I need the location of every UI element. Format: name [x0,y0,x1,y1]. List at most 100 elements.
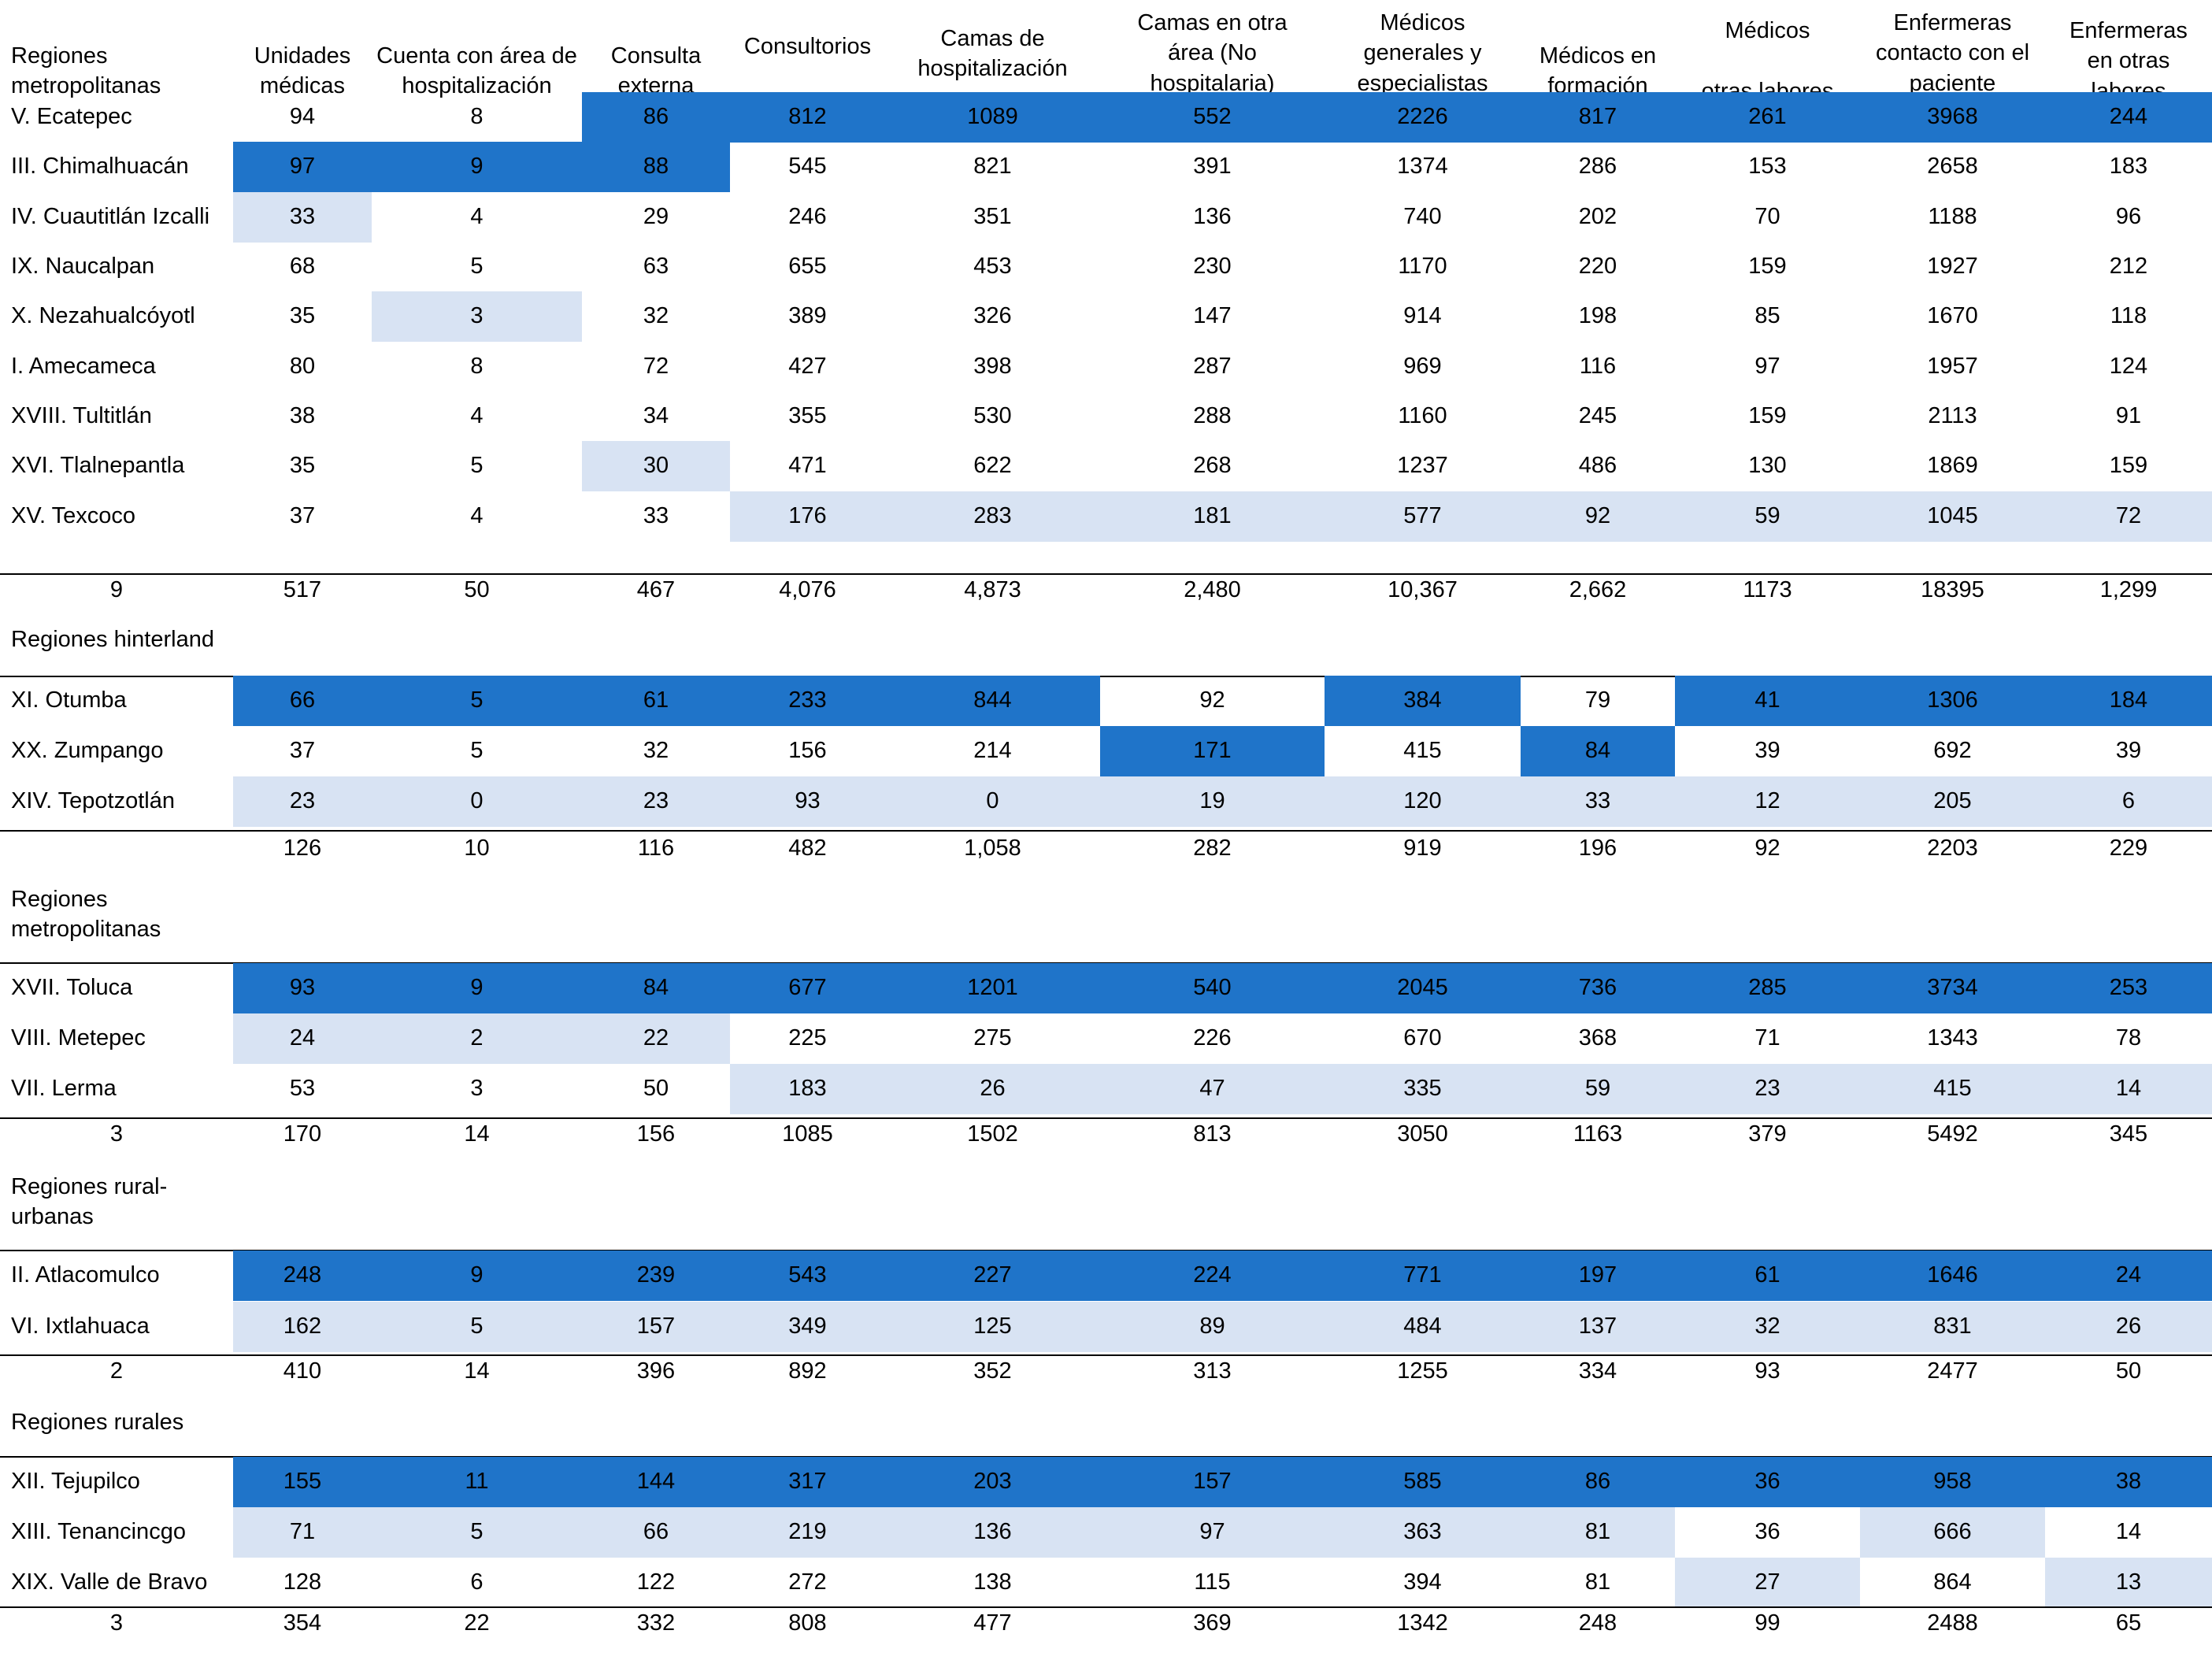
data-cell-medicos-otras-labores: 261 [1675,92,1860,143]
region-name-cell: XVII. Toluca [11,975,133,1001]
data-cell-consulta-externa: 29 [643,204,669,230]
data-cell-camas-hospitalizacion: 530 [973,403,1012,429]
subtotal-cell-camas-hospitalizacion: 1502 [967,1121,1018,1147]
subtotal-cell-medicos-generales: 3050 [1397,1121,1448,1147]
data-cell-area-hospitalizacion: 6 [470,1569,484,1595]
data-cell-camas-otra-area: 147 [1193,303,1232,329]
data-cell-camas-otra-area: 552 [1100,92,1325,143]
data-cell-consulta-externa: 66 [582,1507,730,1558]
data-cell-medicos-formacion: 79 [1584,687,1611,713]
data-cell-medicos-formacion: 84 [1521,726,1675,776]
data-cell-consultorios: 677 [730,963,885,1013]
data-cell-enfermeras-contacto: 1646 [1860,1251,2045,1301]
data-cell-consulta-externa: 22 [582,1013,730,1064]
data-cell-area-hospitalizacion: 9 [372,142,582,192]
data-cell-enfermeras-otras-labores: 159 [2109,453,2148,479]
section-top-rule [0,676,2212,677]
data-cell-consulta-externa: 61 [582,676,730,726]
data-cell-medicos-formacion: 368 [1578,1025,1617,1051]
data-cell-camas-hospitalizacion: 275 [973,1025,1012,1051]
subtotal-cell-camas-hospitalizacion: 477 [973,1610,1012,1636]
data-cell-camas-otra-area: 89 [1100,1302,1325,1352]
data-cell-medicos-formacion: 81 [1584,1569,1611,1595]
data-cell-camas-otra-area: 287 [1193,354,1232,380]
subtotal-cell-enfermeras-otras-labores: 65 [2115,1610,2142,1636]
subtotal-cell-medicos-formacion: 2,662 [1569,577,1627,603]
data-cell-medicos-formacion: 137 [1521,1302,1675,1352]
subtotal-cell-enfermeras-contacto: 18395 [1921,577,1984,603]
data-cell-enfermeras-otras-labores: 14 [2115,1519,2142,1545]
data-cell-consultorios: 349 [730,1302,885,1352]
subtotal-cell-medicos-generales: 10,367 [1388,577,1458,603]
data-cell-unidades-medicas: 66 [233,676,372,726]
data-cell-medicos-generales: 670 [1403,1025,1442,1051]
data-cell-camas-hospitalizacion: 227 [885,1251,1100,1301]
data-cell-camas-hospitalizacion: 203 [885,1457,1100,1507]
data-cell-enfermeras-contacto: 2658 [1927,154,1978,180]
data-cell-unidades-medicas: 97 [233,142,372,192]
column-header-label: Camas de hospitalización [917,26,1068,82]
data-cell-enfermeras-contacto: 1306 [1860,676,2045,726]
subtotal-count-cell: 9 [109,577,124,603]
column-header-region: Regiones metropolitanas [0,41,233,102]
region-name-cell: IX. Naucalpan [11,254,155,280]
data-cell-unidades-medicas: 68 [289,254,316,280]
data-cell-camas-otra-area: 171 [1100,726,1325,776]
data-cell-enfermeras-contacto: 1045 [1860,491,2045,542]
data-cell-consultorios: 317 [730,1457,885,1507]
region-name-cell: XI. Otumba [11,687,127,713]
column-header-label: Consultorios [743,34,872,59]
data-cell-consultorios: 176 [730,491,885,542]
data-cell-medicos-otras-labores: 23 [1675,1064,1860,1114]
column-header-label: Enfermeras en otras labores [2069,18,2188,104]
data-cell-camas-otra-area: 115 [1194,1569,1231,1595]
subtotal-cell-consultorios: 892 [788,1358,827,1384]
data-cell-camas-hospitalizacion: 351 [973,204,1012,230]
subtotal-cell-enfermeras-contacto: 2488 [1927,1610,1978,1636]
column-header-label: Unidades médicas [254,43,351,99]
data-cell-unidades-medicas: 38 [289,403,316,429]
data-cell-consulta-externa: 122 [636,1569,676,1595]
column-header-label: Cuenta con área de hospitalización [376,43,577,99]
subtotal-cell-medicos-generales: 1255 [1397,1358,1448,1384]
data-cell-camas-otra-area: 230 [1193,254,1232,280]
data-cell-consultorios: 389 [788,303,827,329]
subtotal-cell-consultorios: 482 [788,836,827,861]
subtotal-cell-enfermeras-otras-labores: 50 [2115,1358,2142,1384]
data-cell-unidades-medicas: 23 [233,776,372,827]
data-cell-medicos-generales: 363 [1325,1507,1521,1558]
data-cell-medicos-formacion: 817 [1521,92,1675,143]
data-cell-camas-hospitalizacion: 136 [885,1507,1100,1558]
region-name-cell: VI. Ixtlahuaca [11,1314,150,1339]
data-cell-medicos-generales: 384 [1325,676,1521,726]
data-cell-medicos-generales: 914 [1403,303,1442,329]
data-cell-camas-hospitalizacion: 1089 [885,92,1100,143]
data-cell-consultorios: 272 [788,1569,827,1595]
column-header-enfermeras-otras-labores: Enfermeras en otras labores [2045,16,2212,106]
data-cell-medicos-generales: 969 [1403,354,1442,380]
data-cell-unidades-medicas: 248 [233,1251,372,1301]
data-cell-unidades-medicas: 35 [289,453,316,479]
data-cell-medicos-generales: 1160 [1398,403,1447,429]
data-cell-medicos-otras-labores: 12 [1675,776,1860,827]
data-cell-unidades-medicas: 24 [233,1013,372,1064]
data-cell-enfermeras-contacto: 415 [1860,1064,2045,1114]
data-cell-medicos-otras-labores: 32 [1675,1302,1860,1352]
subtotal-cell-camas-hospitalizacion: 4,873 [964,577,1021,603]
data-cell-consulta-externa: 33 [643,503,669,529]
data-cell-enfermeras-otras-labores: 13 [2045,1558,2212,1608]
data-cell-medicos-formacion: 86 [1521,1457,1675,1507]
subtotal-cell-medicos-otras-labores: 379 [1748,1121,1787,1147]
region-name-cell: II. Atlacomulco [11,1262,160,1288]
subtotal-cell-consulta-externa: 396 [636,1358,676,1384]
data-cell-camas-otra-area: 97 [1100,1507,1325,1558]
region-name-cell: XVIII. Tultitlán [11,403,152,429]
subtotal-cell-area-hospitalizacion: 50 [464,577,490,603]
region-name-cell: V. Ecatepec [11,104,132,130]
subtotal-count-cell [0,833,233,865]
data-cell-enfermeras-otras-labores: 212 [2109,254,2148,280]
data-cell-medicos-formacion: 197 [1521,1251,1675,1301]
data-cell-area-hospitalizacion: 4 [470,204,484,230]
data-cell-camas-otra-area: 226 [1193,1025,1232,1051]
